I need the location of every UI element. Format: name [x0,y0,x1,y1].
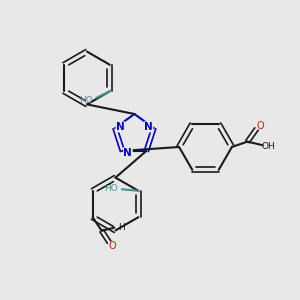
Text: N: N [144,122,153,132]
Text: HO: HO [80,96,93,105]
Text: N: N [116,122,125,132]
Text: H: H [118,223,124,232]
Text: O: O [256,121,264,131]
Text: O: O [108,241,116,251]
Text: N: N [123,148,132,158]
Text: OH: OH [261,142,275,151]
Text: HO: HO [104,184,118,193]
